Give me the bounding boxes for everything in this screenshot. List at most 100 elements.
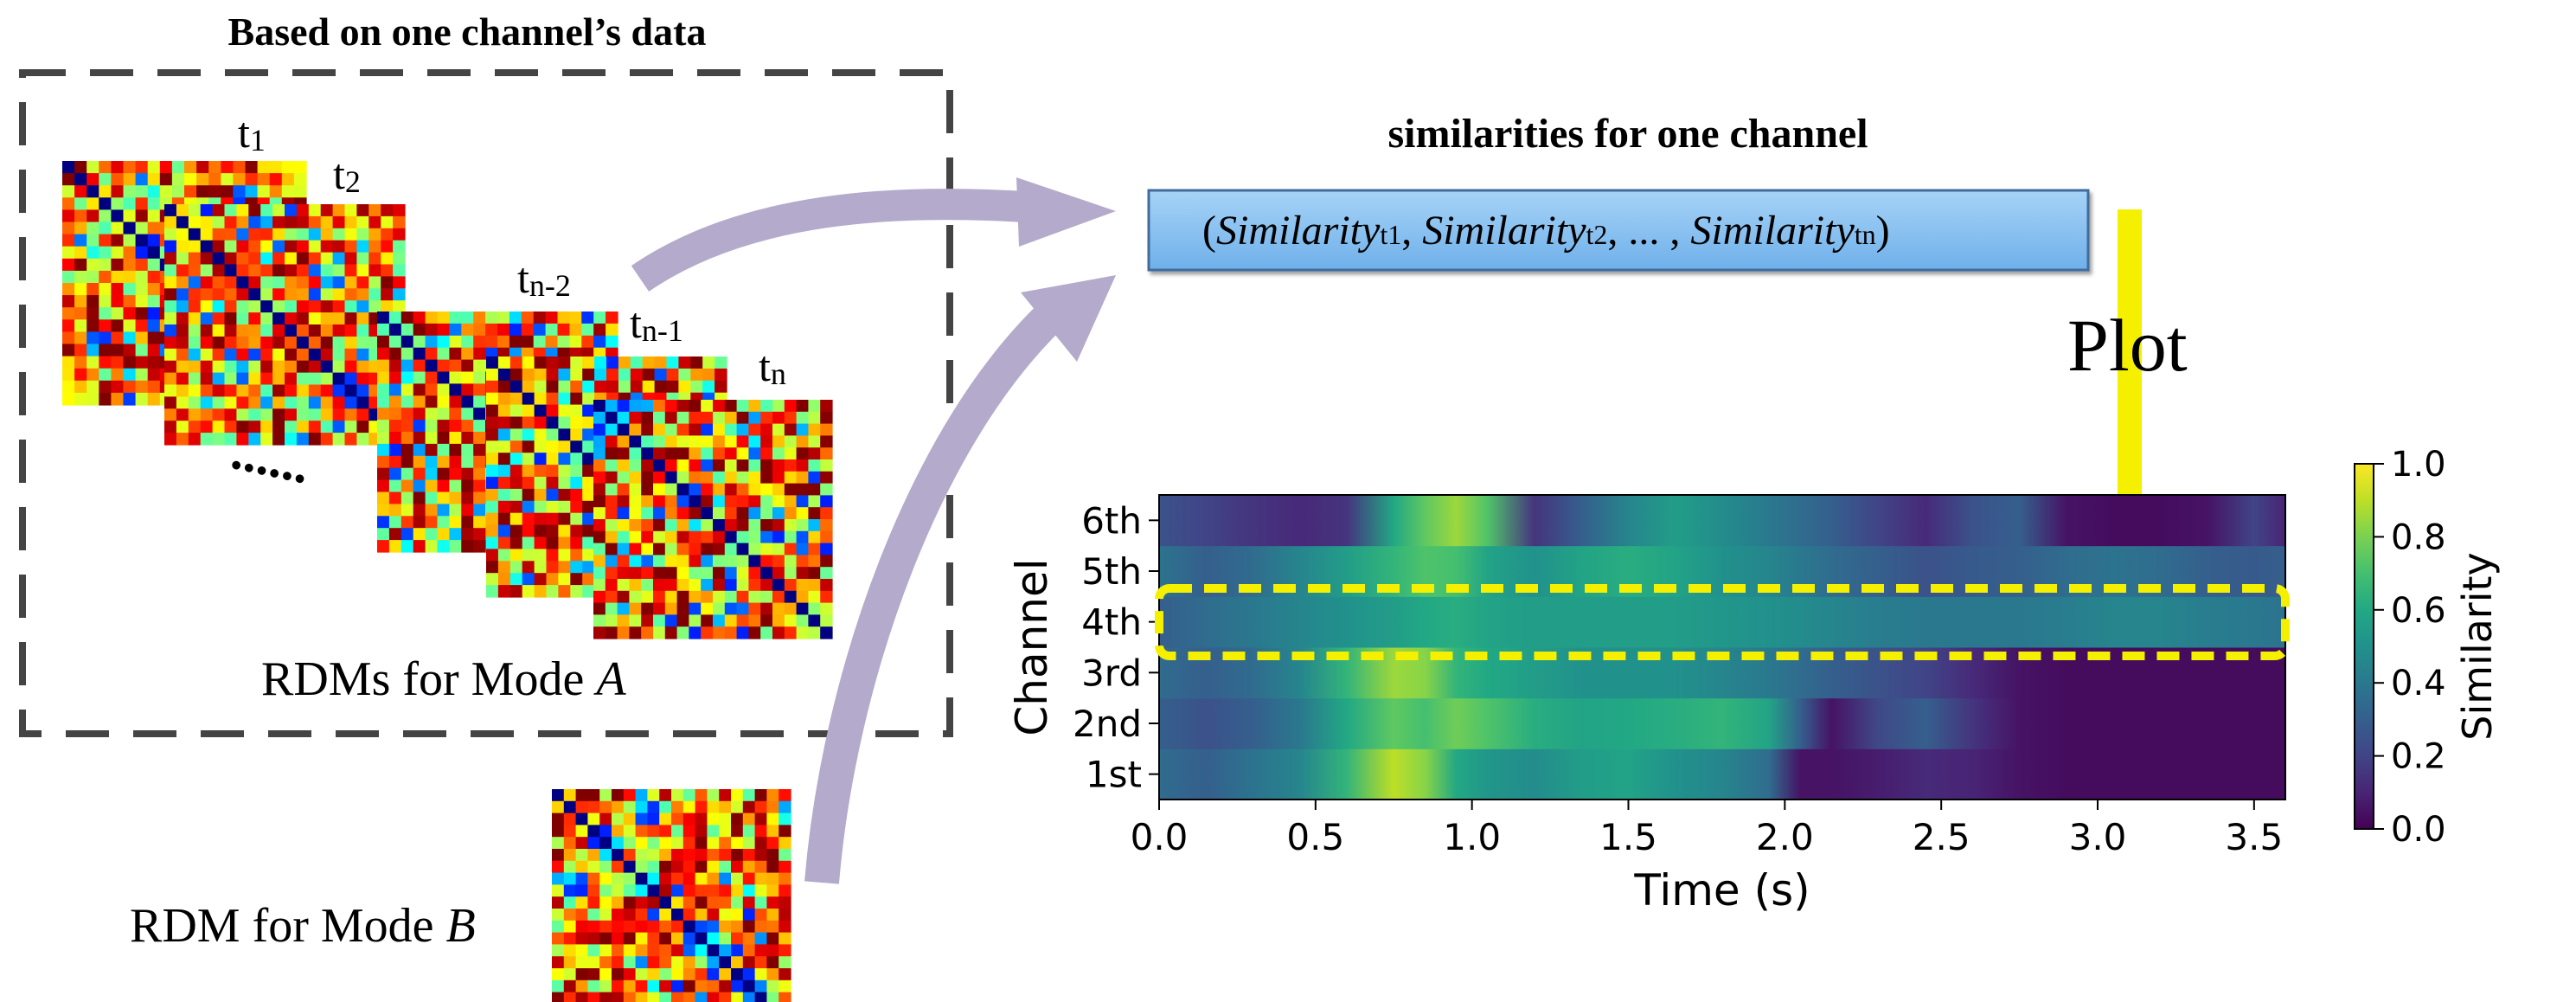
- rdm-cell: [796, 495, 809, 508]
- rdm-cell: [272, 240, 285, 254]
- rdm-cell: [400, 516, 414, 529]
- rdm-cell: [509, 356, 523, 369]
- rdm-cell: [461, 359, 474, 373]
- rdm-cell: [664, 519, 678, 532]
- rdm-cell: [184, 185, 197, 198]
- rdm-cell: [461, 383, 474, 396]
- rdm-cell: [296, 312, 310, 325]
- rdm-cell: [599, 849, 612, 862]
- colorbar-tick-label: 0.6: [2391, 591, 2446, 631]
- rdm-cell: [486, 356, 499, 369]
- rdm-cell: [135, 319, 149, 332]
- rdm-cell: [641, 626, 654, 639]
- rdm-cell: [754, 800, 767, 814]
- rdm-cell: [74, 209, 87, 223]
- rdm-cell: [575, 944, 588, 957]
- rdm-cell: [582, 549, 595, 562]
- rdm-cell: [200, 264, 214, 277]
- rdm-cell: [546, 500, 559, 514]
- rdm-cell: [671, 825, 684, 838]
- rdm-cell: [248, 215, 261, 229]
- rdm-cell: [281, 185, 295, 198]
- rdm-cell: [719, 884, 732, 897]
- rdm-cell: [731, 909, 744, 922]
- rdm-cell: [671, 896, 684, 909]
- rdm-cell: [820, 519, 833, 532]
- rdm-cell: [671, 968, 684, 981]
- rdm-cell: [74, 331, 87, 345]
- rdm-cell: [701, 543, 714, 556]
- rdm-cell: [473, 540, 486, 553]
- rdm-cell: [356, 336, 369, 350]
- rdm-cell: [509, 428, 523, 441]
- rdm-cell: [659, 860, 672, 874]
- rdm-cell: [147, 380, 161, 394]
- rdm-cell: [736, 555, 749, 568]
- rdm-cell: [593, 400, 606, 413]
- rdm-cell: [62, 222, 75, 235]
- rdm-cell: [617, 590, 630, 604]
- rdm-cell: [413, 467, 426, 481]
- rdm-cell: [521, 335, 535, 349]
- rdm-cell: [497, 428, 511, 441]
- rdm-cell: [647, 884, 660, 897]
- rdm-cell: [575, 813, 588, 825]
- rdm-cell: [285, 228, 298, 241]
- rdm-cell: [509, 512, 523, 526]
- rdm-cell: [754, 968, 767, 981]
- rdm-cell: [200, 336, 214, 350]
- rdm-cell: [344, 288, 357, 301]
- rdm-cell: [570, 453, 583, 466]
- rdm-cell: [671, 992, 684, 1002]
- rdm-cell: [808, 590, 821, 604]
- rdm-cell: [642, 368, 656, 382]
- rdm-cell: [570, 428, 583, 441]
- rdm-cell: [281, 161, 295, 174]
- rdm-cell: [796, 614, 809, 627]
- rdm-cell: [171, 161, 185, 174]
- rdm-cell: [200, 312, 214, 325]
- rdm-cell: [612, 849, 625, 862]
- rdm-cell: [563, 813, 577, 825]
- rdm-cell: [123, 258, 137, 272]
- rdm-cell: [575, 956, 588, 969]
- rdm-cell: [779, 837, 791, 850]
- rdm-cell: [449, 312, 462, 324]
- rdm-cell: [719, 909, 732, 922]
- rdm-cell: [212, 433, 226, 446]
- rdm-cell: [99, 161, 112, 174]
- rdm-cell: [377, 408, 390, 421]
- rdm-cell: [635, 813, 648, 825]
- rdm-cell: [647, 800, 660, 814]
- rdm-cell: [552, 956, 565, 969]
- rdm-cell: [332, 433, 346, 446]
- rdm-cell: [308, 421, 322, 434]
- rdm-cell: [356, 421, 369, 434]
- rdm-cell: [200, 433, 214, 446]
- rdm-cell: [461, 467, 474, 481]
- rdm-cell: [413, 371, 426, 384]
- rdm-cell: [784, 471, 798, 485]
- rdm-cell: [147, 161, 161, 174]
- rdm-cell: [599, 932, 612, 945]
- rdm-cell: [486, 453, 499, 466]
- rdm-cell: [200, 324, 214, 337]
- rdm-cell: [617, 471, 630, 485]
- rdm-cell: [486, 524, 499, 538]
- rdm-cell: [188, 360, 202, 374]
- rdm-cell: [641, 519, 654, 532]
- rdm-cell: [635, 800, 648, 814]
- rdm-cell: [713, 555, 726, 568]
- rdm-cell: [320, 215, 334, 229]
- rdm-cell: [62, 344, 75, 357]
- rdm-cell: [695, 896, 708, 909]
- rdm-cell: [296, 288, 310, 301]
- rdm-cell: [200, 396, 214, 409]
- rdm-cell: [176, 360, 189, 374]
- rdm-cell: [557, 323, 570, 337]
- rdm-cell: [671, 849, 684, 862]
- rdm-cell: [135, 209, 149, 223]
- rdm-cell: [724, 411, 738, 425]
- similarity-box: [1147, 189, 2090, 272]
- rdm-cell: [558, 440, 571, 453]
